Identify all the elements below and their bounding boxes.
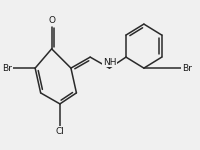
Text: NH: NH	[102, 58, 116, 67]
Text: Br: Br	[3, 64, 12, 73]
Text: Br: Br	[181, 64, 191, 73]
Text: O: O	[48, 16, 55, 26]
Text: Cl: Cl	[55, 127, 64, 136]
